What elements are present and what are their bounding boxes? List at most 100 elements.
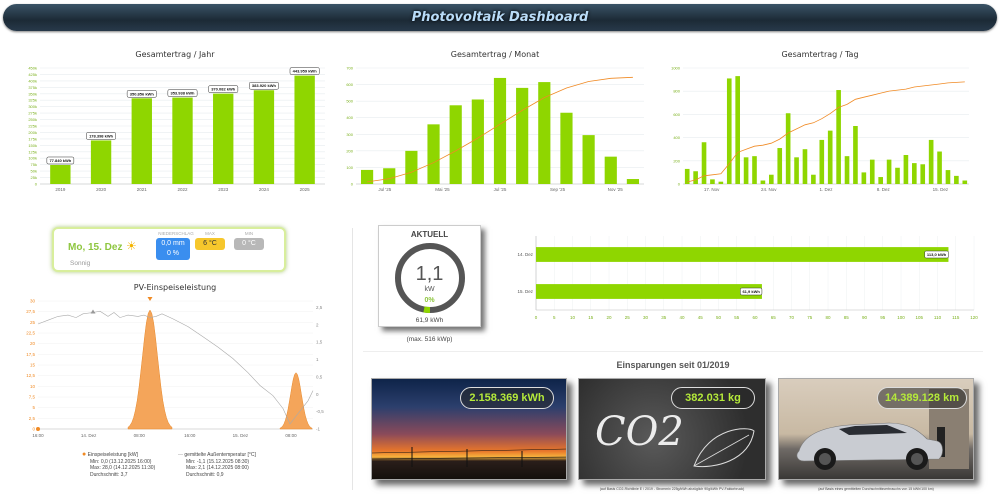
x-tick-label: 5: [553, 315, 556, 320]
x-tick-label: 08:00: [285, 433, 297, 438]
bar: [90, 140, 112, 184]
bar: [760, 180, 766, 184]
gauge-fill: [423, 306, 431, 313]
bar: [405, 150, 418, 184]
chart-tag: 0 200 400 600 800 1000 17. Nov 24. Nov 1. Dez 8. …: [671, 66, 969, 192]
data-label: 113,0 kWh: [927, 252, 947, 257]
bar: [493, 77, 507, 184]
bar: [360, 169, 374, 184]
bar: [819, 139, 825, 184]
data-label: 383.920 kWh: [252, 83, 277, 88]
x-tick-label: 65: [771, 315, 777, 320]
aktuell-card: AKTUELL 1,1 kW 0% 61,9 kWh: [378, 225, 481, 327]
x-tick-label: 110: [934, 315, 942, 320]
y-tick-label: 500: [346, 99, 353, 104]
bar: [50, 164, 71, 184]
y-tick-label-right: -1: [316, 427, 320, 432]
einspeise-title: PV-Einspeiseleistung: [133, 283, 217, 292]
bar: [844, 156, 850, 184]
data-label-box: [46, 156, 75, 165]
day-comparison-chart: 0 5 10 15 20 25 30 35 40 45 50 55 60 65 70 75 80 85 90 95 10…: [517, 236, 978, 320]
y-tick-label: 600: [673, 112, 680, 117]
legend-temp-name: — gemittelte Außentemperatur [°C]: [178, 452, 256, 458]
bar: [886, 159, 892, 184]
y-tick-label: 400: [346, 115, 353, 120]
aktuell-unit: kW: [424, 286, 435, 293]
x-tick-label: 95: [880, 315, 886, 320]
x-tick-label: 80: [825, 315, 831, 320]
temperature-line: [37, 310, 314, 425]
data-label-box: [740, 287, 763, 296]
y-tick-label-right: 1,5: [316, 340, 323, 345]
y-tick-label-left: 25: [30, 320, 36, 325]
bar: [213, 93, 234, 184]
bar: [536, 284, 762, 299]
aktuell-title: AKTUELL: [410, 230, 449, 239]
legend-temp: — gemittelte Außentemperatur [°C] Min: -…: [178, 452, 308, 478]
x-tick-label: 15. Dez: [933, 187, 949, 192]
power-gauge: [395, 243, 465, 313]
y-tick-label: 300: [346, 132, 353, 137]
data-label-box: [208, 85, 239, 93]
x-tick-label: 8. Dez: [877, 187, 891, 192]
y-tick-label: 15. Dez: [517, 289, 533, 294]
weather-card: Mo, 15. Dez ☀ Sonnig NIEDERSCHLAG 0,0 mm…: [52, 227, 286, 272]
y-tick-label-right: 0: [316, 392, 319, 397]
x-tick-label: 2019: [55, 187, 66, 192]
einspeise-chart: 02,557,51012,51517,52022,52527,530-1-0,5…: [26, 297, 324, 438]
y-tick-label-left: 27,5: [26, 309, 35, 314]
y-tick-label: 350k: [28, 91, 37, 96]
cumulative-line: [367, 76, 633, 183]
x-tick-label: Jul '25: [494, 187, 507, 192]
km-footnote: (auf Basis eines gemittelten Durchschnit…: [818, 487, 934, 491]
bar: [752, 156, 757, 184]
y-tick-label-right: -0,5: [316, 409, 324, 414]
bar: [878, 177, 883, 184]
einsparungen-title: Einsparungen seit 01/2019: [616, 360, 730, 370]
bar: [869, 159, 875, 184]
x-tick-label: 45: [698, 315, 704, 320]
bar: [777, 148, 783, 184]
y-tick-label-left: 7,5: [29, 395, 36, 400]
x-tick-label: 75: [807, 315, 813, 320]
chart-monat-title: Gesamtertrag / Monat: [450, 50, 540, 59]
y-tick-label-left: 15: [30, 363, 36, 368]
bar: [427, 124, 440, 184]
x-tick-label: 30: [643, 315, 649, 320]
area-day2: [279, 372, 313, 430]
bar: [903, 155, 909, 184]
x-tick-label: 24. Nov: [761, 187, 777, 192]
y-tick-label-left: 10: [30, 384, 36, 389]
precip-mm: 0,0 mm: [161, 240, 185, 247]
sun-icon: ☀: [126, 239, 137, 253]
x-tick-label: 85: [844, 315, 850, 320]
data-label-box: [924, 250, 949, 259]
x-tick-label: 15: [588, 315, 594, 320]
bar: [827, 130, 833, 184]
bar: [794, 157, 799, 184]
precip-label: NIEDERSCHLAG: [158, 231, 194, 236]
x-tick-label: 08:00: [134, 433, 146, 438]
x-tick-label: 115: [952, 315, 960, 320]
y-tick-label-left: 20: [30, 341, 36, 346]
min-temp-box: 0 °C: [234, 238, 264, 250]
leaf-icon: [693, 428, 755, 468]
bar: [172, 97, 193, 184]
x-tick-label: 16:00: [184, 433, 196, 438]
legend-einspeise-name: ● Einspeiseleistung [kW]: [82, 451, 138, 458]
y-tick-label: 325k: [28, 98, 37, 103]
bar: [604, 156, 617, 184]
bar: [769, 174, 774, 184]
y-tick-label: 450k: [28, 66, 37, 71]
dashboard-title: Photovoltaik Dashboard: [411, 10, 589, 25]
x-tick-label: 100: [897, 315, 905, 320]
x-tick-label: 105: [915, 315, 923, 320]
x-tick-label: 2023: [218, 187, 229, 192]
chart-tag-title: Gesamtertrag / Tag: [781, 50, 859, 59]
chart-monat: 0 100 200 300 400 500 600 700 Jul '25 Mai '25 Jul …: [346, 66, 644, 192]
y-tick-label: 1000: [671, 66, 681, 71]
x-tick-label: Mai '25: [435, 187, 450, 192]
x-tick-label: 50: [716, 315, 722, 320]
bar: [294, 75, 315, 184]
